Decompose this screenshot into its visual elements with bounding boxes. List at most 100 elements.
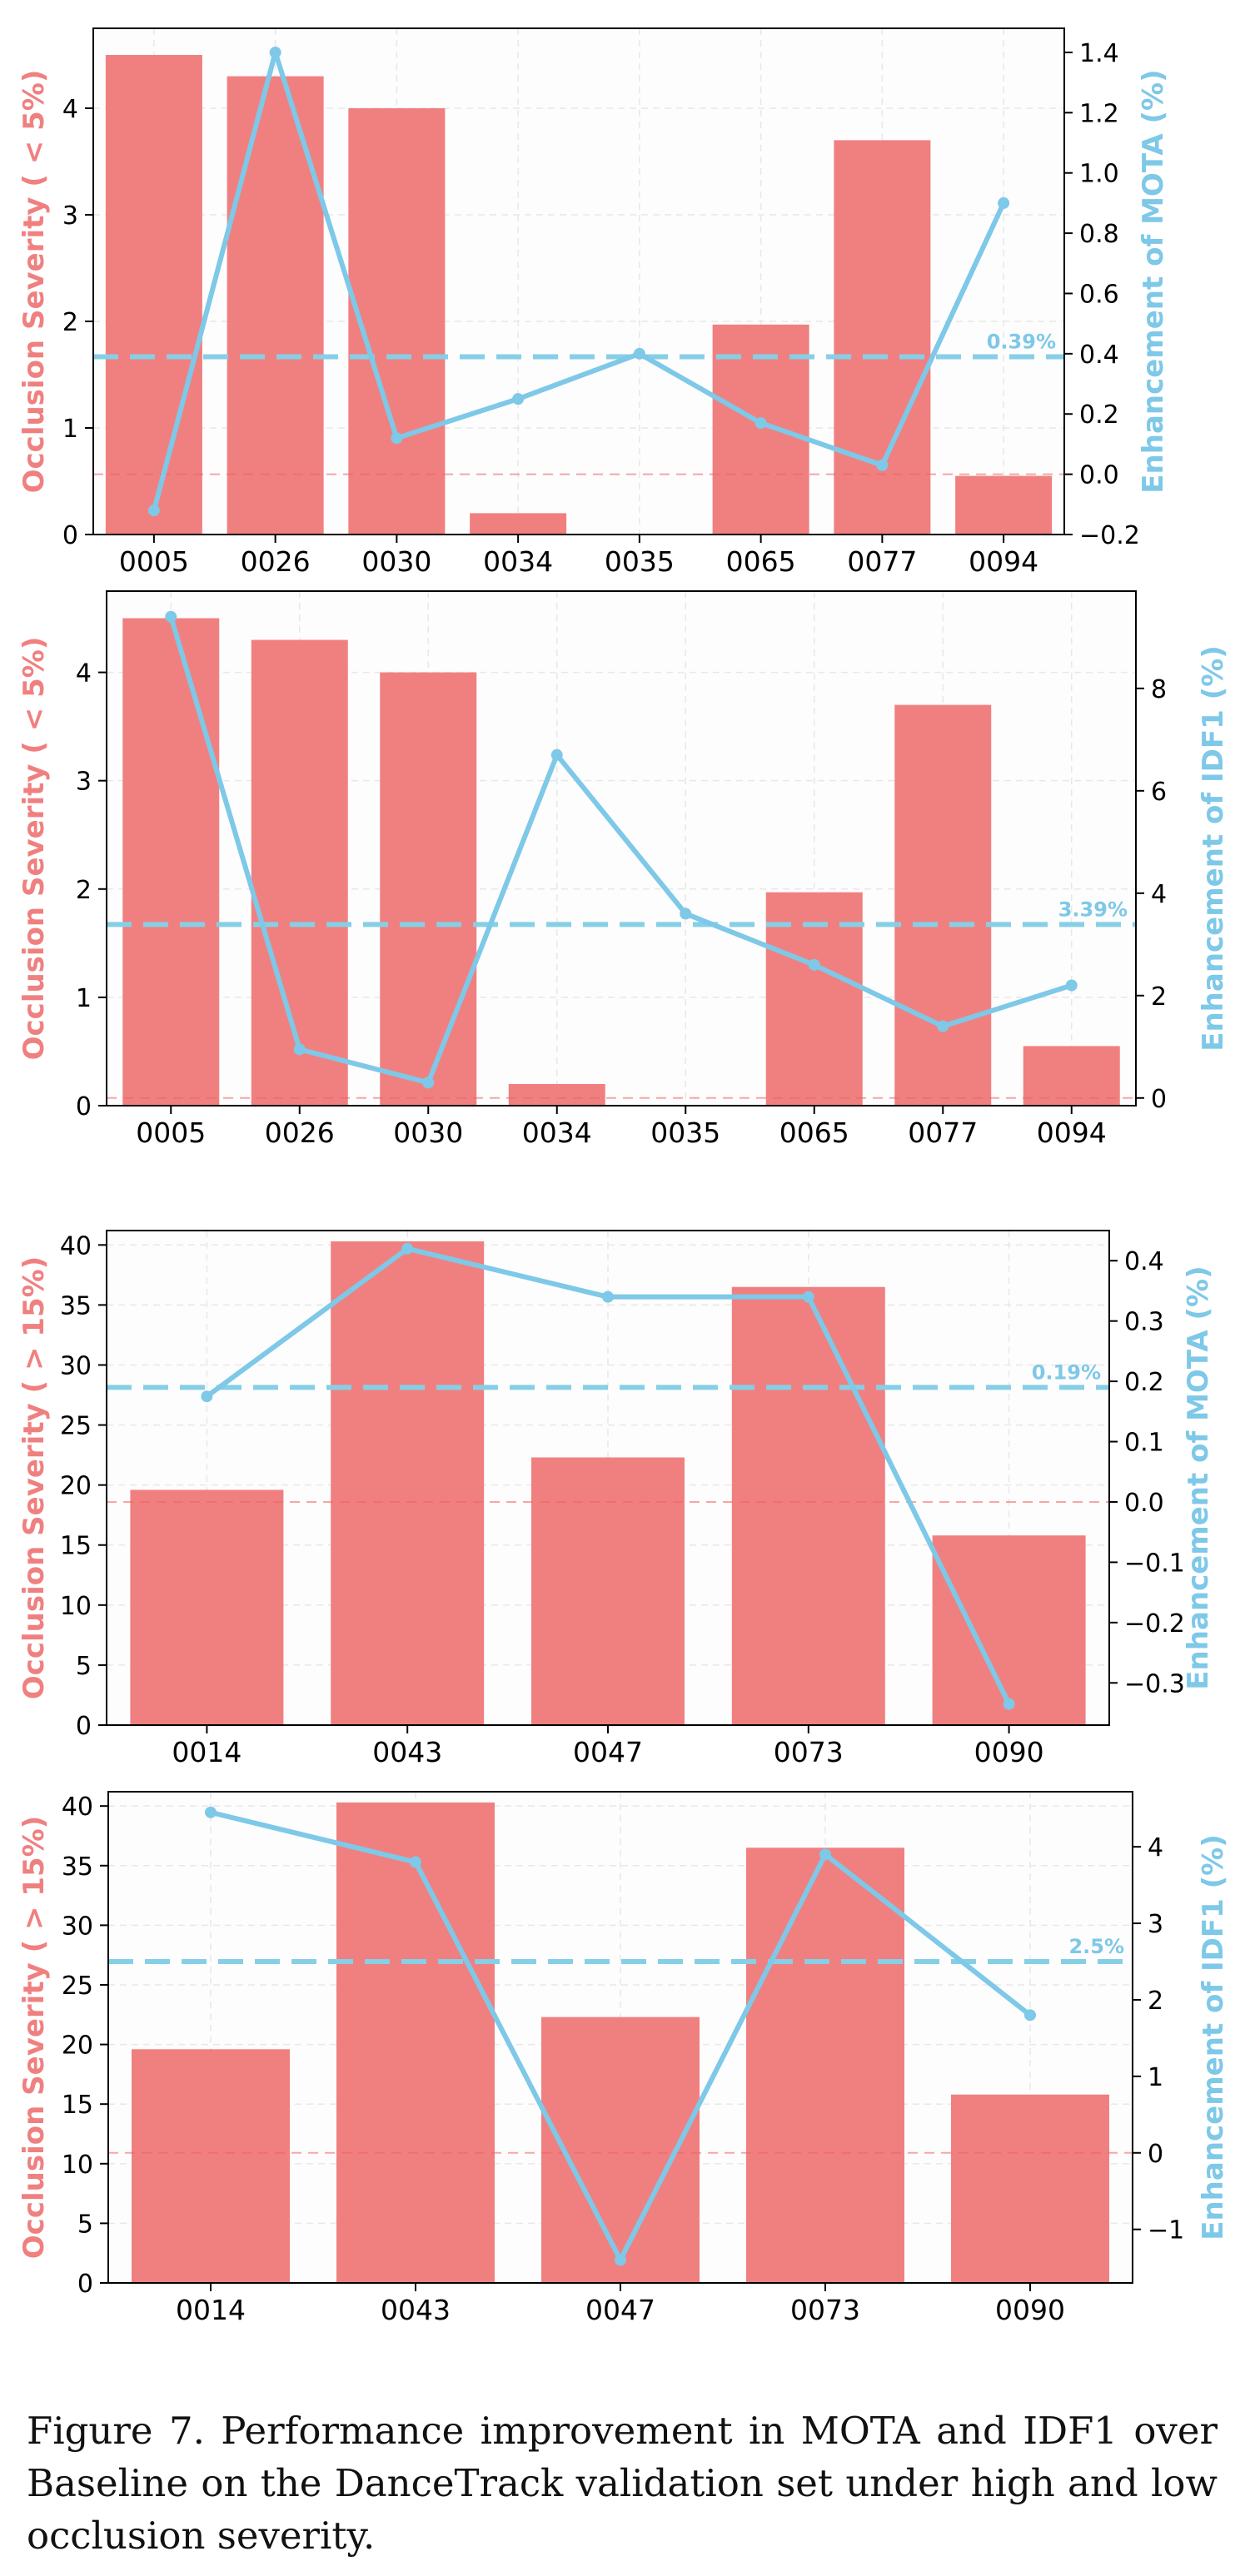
chart4-svg: 2.5% 0 5 10 15 20 25 30 35 40 −1 0 1 2 3 4 0014 0043 0047 0… [17,1791,1230,2326]
x-tick-label: 0077 [847,545,917,574]
bar-0030 [348,108,446,535]
bar-0043 [336,1802,495,2283]
right-axis-title: Enhancement of MOTA (%) [1182,1266,1215,1689]
line-point-0030 [422,1077,435,1089]
line-point-0035 [633,347,645,360]
mean-label: 0.19% [1032,1360,1101,1384]
right-tick-label: 0.8 [1079,220,1119,249]
line-point-0073 [819,1848,831,1861]
line-point-0090 [1024,2009,1036,2022]
bar-0094 [1023,1046,1120,1106]
chart-panel-1: 0.39% 0 1 2 3 4 −0.2 0.0 0.2 0.4 0.6 0.8 1.0 1.2 1.4 00… [0,0,1240,574]
line-point-0043 [410,1856,421,1868]
left-tick-label: 35 [62,1852,93,1882]
left-tick-label: 0 [62,521,78,550]
right-tick-label: 0.0 [1124,1489,1164,1518]
bar-0043 [331,1241,485,1725]
line-point-0047 [615,2254,626,2266]
bar-0026 [251,639,348,1106]
mean-label: 3.39% [1058,898,1128,921]
left-axis-title: Occlusion Severity ( > 15%) [17,1816,51,2259]
bar-0005 [122,618,220,1106]
enhancement-line [151,49,1007,514]
bar-0073 [746,1847,904,2283]
right-tick-label: 0.0 [1079,461,1119,490]
right-tick-label: 4 [1151,880,1167,909]
left-tick-label: 35 [60,1291,92,1320]
x-tick-label: 0077 [908,1116,978,1149]
x-tick-label: 0026 [241,545,311,574]
right-tick-label: 4 [1148,1833,1163,1862]
x-tick-label: 0073 [774,1736,844,1765]
right-tick-label: 0.4 [1124,1247,1164,1276]
right-tick-label: 0.4 [1079,341,1119,370]
line-point-0005 [147,505,160,517]
right-tick-label: 0.1 [1124,1429,1164,1458]
x-tick-label: 0073 [790,2294,860,2326]
left-tick-label: 1 [76,984,92,1013]
chart3-svg: 0.19% 0 5 10 15 20 25 30 35 40 −0.3 −0.2 −0.1 0.0 0.1 0… [17,1230,1215,1765]
bar-0005 [105,55,202,535]
chart1-svg: 0.39% 0 1 2 3 4 −0.2 0.0 0.2 0.4 0.6 0.8 1.0 1.2 1.4 00… [17,27,1170,574]
x-tick-label: 0030 [393,1116,463,1149]
bar-0077 [834,140,931,535]
left-tick-label: 0 [76,1712,92,1741]
right-tick-label: 6 [1151,778,1167,807]
left-tick-label: 30 [62,1912,93,1941]
right-tick-label: 1.2 [1079,99,1119,128]
line-point-0094 [998,196,1010,209]
chart-panel-3: 0.19% 0 5 10 15 20 25 30 35 40 −0.3 −0.2 −0.1 0.0 0.1 0… [0,1199,1240,1765]
left-tick-label: 15 [62,2091,93,2120]
x-tick-label: 0094 [969,545,1038,574]
chart2-svg: 3.39% 0 1 2 3 4 0 2 4 6 8 0005 0026 0030 0034 0035 0065 0… [17,590,1230,1149]
left-tick-label: 25 [62,1972,93,2001]
x-tick-label: 0005 [136,1116,206,1149]
x-tick-label: 0035 [605,545,675,574]
bar-0065 [712,324,809,535]
left-tick-label: 3 [76,768,92,797]
right-tick-label: −0.3 [1124,1669,1185,1698]
x-tick-label: 0005 [119,545,189,574]
line-point-0026 [269,46,281,58]
right-tick-label: −1 [1148,2216,1184,2245]
x-tick-label: 0065 [779,1116,849,1149]
right-tick-label: 0 [1148,2140,1163,2169]
left-tick-label: 2 [76,876,92,905]
mean-label: 2.5% [1068,1935,1124,1958]
right-tick-label: 2 [1151,982,1167,1012]
right-tick-label: −0.1 [1124,1549,1185,1578]
x-tick-label: 0043 [381,2294,451,2326]
line-point-0034 [550,748,563,761]
left-tick-label: 5 [77,2210,93,2239]
line-point-0077 [937,1020,949,1032]
line-point-0090 [1003,1698,1015,1710]
bar-0034 [508,1083,605,1106]
x-tick-label: 0026 [265,1116,335,1149]
mean-label: 0.39% [987,330,1056,353]
line-point-0034 [512,393,525,405]
line-point-0043 [401,1242,414,1255]
right-tick-label: 2 [1148,1987,1163,2016]
line-point-0005 [165,610,177,623]
left-tick-label: 0 [76,1092,92,1121]
right-tick-label: −0.2 [1079,521,1140,550]
left-axis-title: Occlusion Severity ( < 5%) [17,637,51,1061]
line-point-0035 [680,908,692,920]
right-tick-label: 1 [1148,2063,1163,2092]
line-point-0065 [754,417,767,430]
bar-0065 [765,892,863,1106]
line-point-0065 [808,958,820,971]
left-tick-label: 10 [60,1592,92,1621]
bar-0094 [955,475,1053,535]
x-tick-label: 0065 [726,545,796,574]
bar-0090 [932,1535,1086,1725]
left-tick-label: 4 [62,95,78,124]
left-tick-label: 4 [76,659,92,689]
x-tick-label: 0030 [361,545,431,574]
bar-0014 [132,2049,290,2283]
left-axis-title: Occlusion Severity ( > 15%) [17,1256,51,1699]
right-tick-label: 0 [1151,1085,1167,1114]
x-tick-label: 0014 [172,1736,242,1765]
line-point-0073 [802,1290,814,1303]
line-point-0014 [205,1806,217,1818]
